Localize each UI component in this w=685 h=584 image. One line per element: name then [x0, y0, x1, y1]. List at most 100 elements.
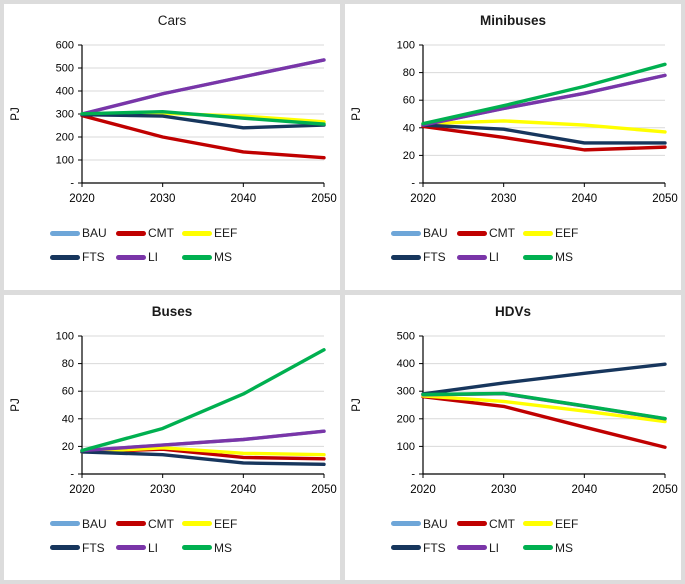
x-tick-label: 2040 — [231, 193, 257, 205]
x-tick-label: 2050 — [652, 484, 678, 496]
legend-item-bau: BAU — [391, 518, 457, 530]
legend-item-ms: MS — [182, 542, 248, 554]
series-line-li — [80, 58, 326, 116]
legend-label-li: LI — [148, 540, 159, 555]
legend-swatch-fts — [50, 545, 80, 550]
legend-row: BAU CMT EEF — [50, 227, 248, 239]
y-axis-label: PJ — [10, 107, 22, 120]
legend-swatch-ms — [523, 254, 553, 260]
legend-label-bau: BAU — [423, 516, 448, 531]
y-tick-label: - — [70, 468, 74, 480]
legend-swatch-ms — [182, 254, 212, 260]
legend-swatch-fts — [391, 545, 421, 550]
legend-item-fts: FTS — [391, 251, 457, 263]
legend-item-li: LI — [116, 251, 182, 263]
legend-swatch-ms — [523, 545, 553, 550]
legend-label-li: LI — [489, 250, 500, 264]
legend-item-bau: BAU — [391, 227, 457, 239]
legend-row: BAU CMT EEF — [50, 518, 248, 530]
series-line-ms — [421, 391, 667, 420]
legend-label-cmt: CMT — [489, 226, 515, 240]
y-tick-label: 400 — [397, 358, 415, 370]
legend-row: BAU CMT EEF — [391, 518, 589, 530]
series-line-cmt — [421, 394, 667, 449]
chart-panel-cars: Cars - 100 200 300 400 500 600 2020 2030 2040 2050… — [4, 4, 340, 290]
legend-row: FTS LI MS — [391, 542, 589, 554]
y-tick-label: 60 — [403, 95, 415, 107]
y-tick-label: 200 — [56, 132, 74, 144]
series-line-li — [80, 429, 326, 452]
legend-swatch-bau — [391, 521, 421, 526]
y-tick-label: 200 — [397, 413, 415, 425]
legend-label-eef: EEF — [555, 226, 579, 240]
series-line-li — [421, 73, 667, 127]
legend-item-cmt: CMT — [457, 518, 523, 530]
series-line-cmt — [80, 113, 326, 160]
y-tick-label: 100 — [397, 440, 415, 452]
legend-item-li: LI — [457, 542, 523, 554]
y-tick-label: 300 — [56, 109, 74, 121]
legend-item-fts: FTS — [50, 542, 116, 554]
y-axis-label: PJ — [10, 398, 22, 411]
legend-swatch-bau — [50, 230, 80, 236]
series-line-fts — [80, 112, 326, 130]
legend-swatch-cmt — [116, 230, 146, 236]
y-tick-label: 40 — [403, 122, 415, 134]
y-tick-label: 40 — [62, 413, 74, 425]
legend-label-ms: MS — [214, 250, 232, 264]
series-line-fts — [421, 123, 667, 145]
legend-item-bau: BAU — [50, 227, 116, 239]
x-tick-label: 2040 — [572, 193, 598, 205]
legend-swatch-cmt — [457, 521, 487, 526]
legend-swatch-fts — [391, 254, 421, 260]
chart-panel-hdvs: HDVs -100 200 300 400 500 2020 2030 2040 2050 PJ … — [345, 294, 681, 580]
y-tick-label: - — [411, 468, 415, 480]
y-tick-label: 100 — [56, 330, 74, 342]
series-line-eef — [421, 393, 667, 423]
chart-legend-cars: BAU CMT EEF FTS LI MS — [50, 227, 340, 263]
line-chart-hdvs: - 100 200 300 400 500 2020 2030 2040 2050 PJ — [351, 330, 678, 496]
x-tick-label: 2040 — [231, 484, 257, 496]
x-tick-label: 2050 — [311, 484, 337, 496]
x-tick-label: 2020 — [410, 484, 436, 496]
legend-swatch-li — [116, 254, 146, 260]
x-tick-label: 2020 — [410, 193, 436, 205]
series-line-ms — [421, 62, 667, 126]
y-tick-label: - — [411, 178, 415, 190]
x-tick-label: 2030 — [150, 484, 176, 496]
legend-label-eef: EEF — [555, 516, 579, 531]
y-tick-label: 500 — [397, 330, 415, 342]
x-tick-label: 2030 — [150, 193, 176, 205]
legend-label-cmt: CMT — [489, 516, 515, 531]
y-tick-label: 600 — [56, 40, 74, 52]
legend-swatch-cmt — [457, 230, 487, 236]
x-tick-label: 2020 — [69, 484, 95, 496]
chart-title-hdvs: HDVs — [494, 303, 531, 319]
y-tick-label: 20 — [403, 150, 415, 162]
y-tick-label: 20 — [62, 440, 74, 452]
legend-label-ms: MS — [555, 540, 573, 555]
x-tick-label: 2050 — [311, 193, 337, 205]
chart-legend-minibuses: BAU CMT EEF FTS LI MS — [391, 227, 681, 263]
y-tick-label: 300 — [397, 385, 415, 397]
series-line-fts — [80, 449, 326, 466]
legend-label-bau: BAU — [82, 516, 107, 531]
legend-item-cmt: CMT — [457, 227, 523, 239]
series-line-fts — [421, 361, 667, 396]
legend-label-fts: FTS — [423, 540, 446, 555]
y-tick-label: 500 — [56, 63, 74, 75]
y-tick-label: 100 — [56, 155, 74, 167]
line-chart-cars: - 100 200 300 400 500 600 2020 2030 2040 2050 PJ — [10, 40, 337, 206]
series-line-ms — [80, 109, 326, 126]
y-axis-label: PJ — [351, 398, 363, 411]
legend-item-cmt: CMT — [116, 518, 182, 530]
legend-swatch-fts — [50, 254, 80, 260]
chart-legend-buses: BAU CMT EEF FTS LI MS — [50, 518, 340, 554]
legend-label-bau: BAU — [82, 226, 107, 240]
legend-item-ms: MS — [523, 251, 589, 263]
legend-label-fts: FTS — [82, 250, 105, 264]
y-tick-label: - — [70, 178, 74, 190]
x-tick-label: 2030 — [491, 484, 517, 496]
legend-swatch-li — [457, 254, 487, 260]
legend-swatch-li — [457, 545, 487, 550]
